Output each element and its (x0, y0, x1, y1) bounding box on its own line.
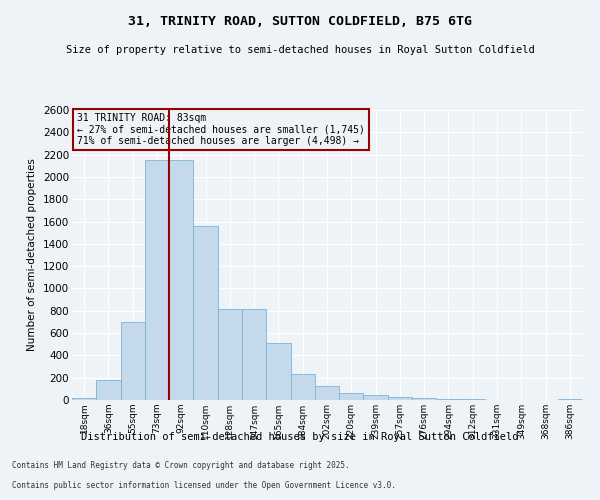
Text: 31, TRINITY ROAD, SUTTON COLDFIELD, B75 6TG: 31, TRINITY ROAD, SUTTON COLDFIELD, B75 … (128, 15, 472, 28)
Text: 31 TRINITY ROAD: 83sqm
← 27% of semi-detached houses are smaller (1,745)
71% of : 31 TRINITY ROAD: 83sqm ← 27% of semi-det… (77, 113, 365, 146)
Bar (266, 343, 290, 400)
Bar (169, 160, 193, 400)
Text: Distribution of semi-detached houses by size in Royal Sutton Coldfield: Distribution of semi-detached houses by … (81, 432, 519, 442)
Bar (218, 308, 242, 400)
Bar (364, 395, 388, 400)
Bar (145, 160, 169, 400)
Bar (121, 322, 145, 400)
Bar (72, 398, 96, 400)
Bar (315, 386, 339, 400)
Bar (412, 398, 436, 400)
Bar (290, 374, 315, 400)
Bar (558, 399, 582, 400)
Text: Contains HM Land Registry data © Crown copyright and database right 2025.: Contains HM Land Registry data © Crown c… (12, 461, 350, 470)
Bar (339, 393, 364, 400)
Y-axis label: Number of semi-detached properties: Number of semi-detached properties (28, 158, 37, 352)
Bar (242, 308, 266, 400)
Bar (193, 226, 218, 400)
Bar (96, 380, 121, 400)
Text: Contains public sector information licensed under the Open Government Licence v3: Contains public sector information licen… (12, 481, 396, 490)
Text: Size of property relative to semi-detached houses in Royal Sutton Coldfield: Size of property relative to semi-detach… (65, 45, 535, 55)
Bar (388, 396, 412, 400)
